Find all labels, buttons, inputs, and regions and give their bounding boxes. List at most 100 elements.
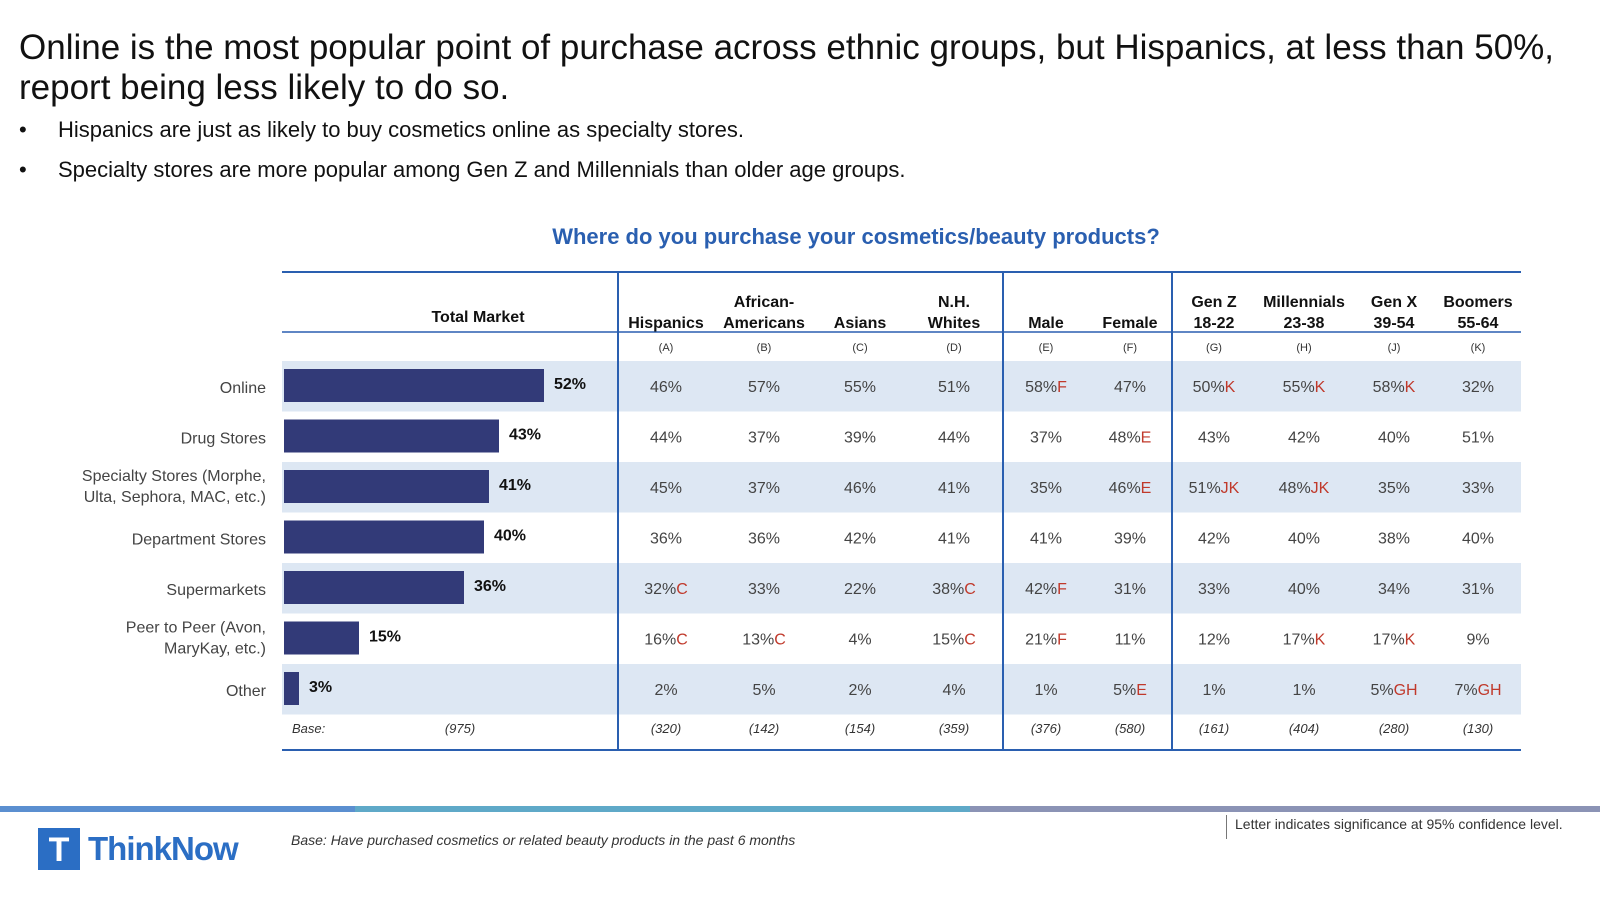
cell-value: 38% [1378, 531, 1410, 548]
cell-value: 13% [742, 632, 774, 649]
base-value: (130) [1463, 721, 1493, 736]
bar [284, 571, 464, 604]
cell-value: 1% [1202, 682, 1225, 699]
cell-value: 57% [748, 379, 780, 396]
data-cell: 2% [848, 682, 871, 699]
significance-letter: C [774, 632, 786, 649]
data-cell: 17%K [1373, 632, 1416, 649]
bar-value-label: 43% [509, 427, 541, 444]
cell-value: 46% [844, 480, 876, 497]
cell-value: 46% [650, 379, 682, 396]
base-value: (359) [939, 721, 969, 736]
cell-value: 32% [1462, 379, 1494, 396]
cell-value: 5% [752, 682, 775, 699]
cell-value: 17% [1283, 632, 1315, 649]
base-value: (142) [749, 721, 779, 736]
bar-value-label: 40% [494, 528, 526, 545]
cell-value: 55% [1283, 379, 1315, 396]
data-cell: 40% [1462, 531, 1494, 548]
total-market-header: Total Market [431, 309, 525, 326]
column-header: Whites [928, 315, 981, 332]
cell-value: 46% [1109, 480, 1141, 497]
column-letter: (G) [1206, 342, 1222, 354]
data-cell: 46% [650, 379, 682, 396]
data-cell: 1% [1202, 682, 1225, 699]
cell-value: 15% [932, 632, 964, 649]
bar-value-label: 36% [474, 578, 506, 595]
data-cell: 37% [748, 430, 780, 447]
category-label: Department Stores [132, 532, 266, 549]
significance-letter: GH [1394, 682, 1418, 699]
column-letter: (E) [1039, 342, 1054, 354]
significance-letter: F [1057, 581, 1067, 598]
base-value: (580) [1115, 721, 1145, 736]
cell-value: 44% [938, 430, 970, 447]
data-cell: 21%F [1025, 632, 1067, 649]
bar [284, 369, 544, 402]
cell-value: 11% [1115, 632, 1146, 649]
data-cell: 33% [1198, 581, 1230, 598]
cell-value: 9% [1466, 632, 1489, 649]
data-cell: 55% [844, 379, 876, 396]
cell-value: 40% [1462, 531, 1494, 548]
footer-stripe-3 [970, 806, 1600, 812]
cell-value: 58% [1025, 379, 1057, 396]
row-band [282, 563, 1521, 614]
data-cell: 45% [650, 480, 682, 497]
cell-value: 39% [1114, 531, 1146, 548]
data-cell: 5%GH [1370, 682, 1417, 699]
cell-value: 33% [1462, 480, 1494, 497]
data-cell: 39% [844, 430, 876, 447]
base-value: (376) [1031, 721, 1061, 736]
page-title: Online is the most popular point of purc… [19, 28, 1555, 107]
cell-value: 5% [1113, 682, 1136, 699]
significance-letter: JK [1221, 480, 1240, 497]
bar-value-label: 41% [499, 477, 531, 494]
cell-value: 58% [1373, 379, 1405, 396]
cell-value: 41% [1030, 531, 1062, 548]
cell-value: 31% [1462, 581, 1494, 598]
cell-value: 31% [1114, 581, 1146, 598]
cell-value: 7% [1454, 682, 1477, 699]
data-cell: 36% [650, 531, 682, 548]
chart-table: Total Market Hispanics (A) African- American… [82, 271, 1521, 751]
cell-value: 42% [1288, 430, 1320, 447]
bar [284, 520, 484, 554]
data-cell: 37% [748, 480, 780, 497]
data-cell: 47% [1114, 379, 1146, 396]
data-cell: 31% [1114, 581, 1146, 598]
base-value: (975) [445, 721, 475, 736]
cell-value: 42% [1025, 581, 1057, 598]
bullet-dot: • [19, 157, 27, 182]
significance-letter: GH [1478, 682, 1502, 699]
column-header: Millennials [1263, 294, 1345, 311]
bullet-item: • Specialty stores are more popular among… [19, 156, 1419, 184]
cell-value: 40% [1288, 581, 1320, 598]
cell-value: 36% [748, 531, 780, 548]
column-letter: (J) [1388, 342, 1401, 354]
data-cell: 38%C [932, 581, 976, 598]
category-label: Online [220, 380, 266, 397]
significance-note: Letter indicates significance at 95% con… [1226, 815, 1563, 839]
data-cell: 22% [844, 581, 876, 598]
data-cell: 33% [748, 581, 780, 598]
cell-value: 51% [1462, 430, 1494, 447]
data-cell: 35% [1378, 480, 1410, 497]
data-cell: 42% [1288, 430, 1320, 447]
cell-value: 44% [650, 430, 682, 447]
data-cell: 37% [1030, 430, 1062, 447]
base-value: (161) [1199, 721, 1229, 736]
column-letter: (D) [946, 342, 961, 354]
data-cell: 1% [1292, 682, 1315, 699]
cell-value: 17% [1373, 632, 1405, 649]
data-cell: 13%C [742, 632, 786, 649]
column-letter: (K) [1471, 342, 1486, 354]
column-letter: (B) [757, 342, 772, 354]
column-header: Boomers [1443, 294, 1512, 311]
data-cell: 58%F [1025, 379, 1067, 396]
cell-value: 4% [848, 632, 871, 649]
column-header: Asians [834, 315, 887, 332]
base-footnote: Base: Have purchased cosmetics or relate… [291, 832, 796, 848]
cell-value: 48% [1279, 480, 1311, 497]
column-header: Gen X [1371, 294, 1418, 311]
